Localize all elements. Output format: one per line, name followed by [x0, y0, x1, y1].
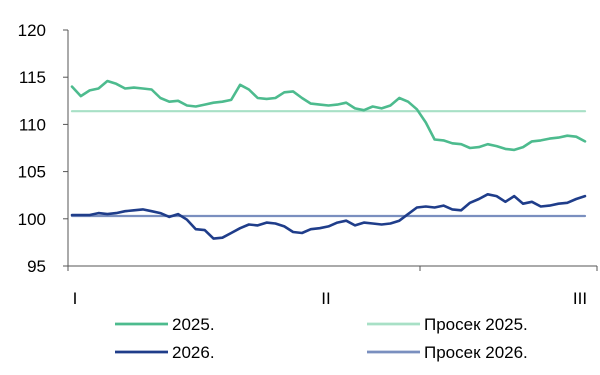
x-tick-label: III: [573, 289, 587, 308]
y-tick-label: 115: [19, 68, 46, 87]
x-axis-ticks: I II III: [67, 266, 598, 308]
y-tick-label: 105: [18, 163, 46, 182]
series-lines: [70, 79, 587, 240]
y-tick-label: 110: [19, 115, 46, 134]
legend-label-2: 2026.: [172, 343, 215, 362]
legend-label-3: Просек 2026.: [424, 343, 528, 362]
y-tick-label: 95: [27, 257, 46, 276]
y-tick-label: 120: [18, 21, 46, 40]
series-line-0: [70, 79, 587, 152]
axes: [67, 30, 597, 267]
series-line-2: [70, 193, 587, 240]
y-tick-label: 100: [18, 210, 46, 229]
y-axis-ticks: 95 100 105 110 115 120: [18, 21, 68, 276]
x-tick-label: II: [321, 289, 330, 308]
legend-label-1: Просек 2025.: [424, 315, 528, 334]
legend-label-0: 2025.: [172, 315, 215, 334]
legend: 2025. Просек 2025. 2026. Просек 2026.: [115, 315, 528, 362]
x-tick-label: I: [73, 289, 78, 308]
